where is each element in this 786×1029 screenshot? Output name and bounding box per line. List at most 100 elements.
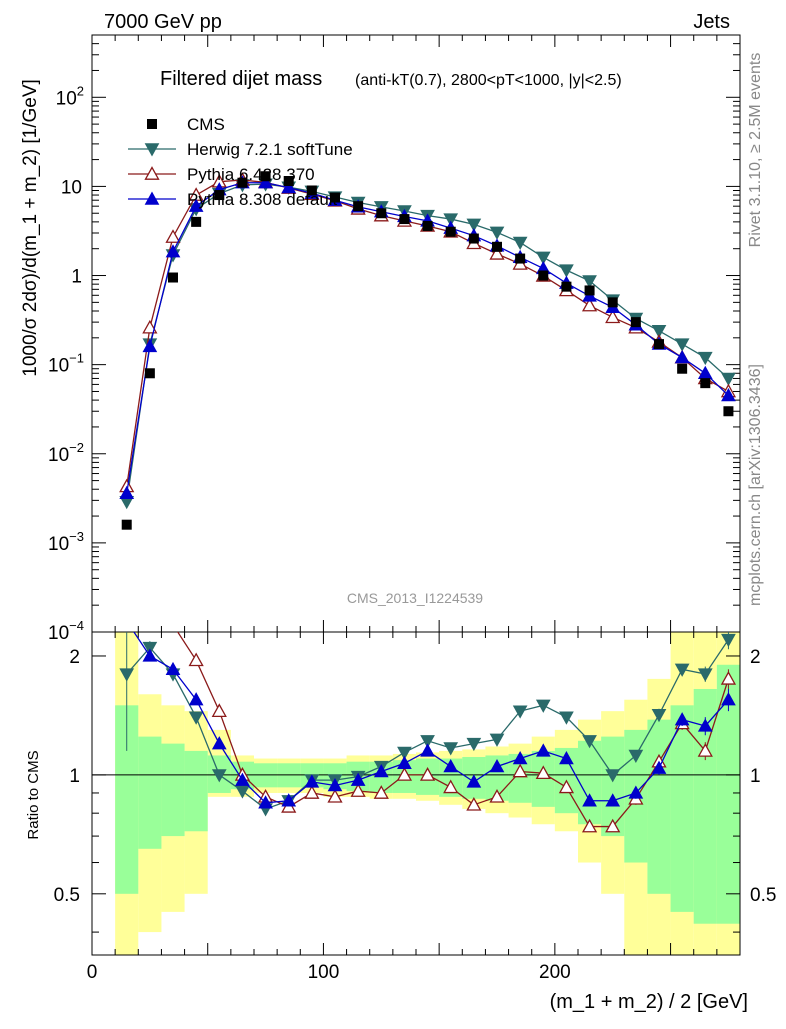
- y-tick-label-base: 10: [48, 356, 69, 377]
- ratio-point: [235, 772, 250, 786]
- series-point: [165, 229, 181, 243]
- x-tick-label: 100: [308, 962, 340, 983]
- series-point: [188, 198, 204, 212]
- series-point: [258, 175, 273, 189]
- cms-data-point: [723, 406, 734, 417]
- legend-label: Pythia 6.428 370: [187, 165, 315, 184]
- ratio-point: [120, 615, 133, 627]
- band-green-bin: [115, 705, 139, 894]
- band-green-bin: [161, 743, 185, 837]
- band-green-bin: [670, 705, 694, 912]
- cms-data-point: [584, 285, 595, 296]
- cms-data-point: [376, 208, 387, 219]
- ratio-tick-label-right: 1: [750, 766, 761, 787]
- y-tick-label: 10−2: [48, 440, 84, 466]
- ratio-point: [167, 618, 180, 630]
- cms-data-point: [121, 519, 132, 530]
- series-point: [674, 338, 690, 352]
- ratio-point: [697, 718, 713, 732]
- y-tick-label-base: 10: [48, 623, 69, 644]
- series-point: [674, 350, 690, 364]
- y-tick-label-exponent: −1: [69, 351, 84, 366]
- band-green-bin: [184, 750, 208, 832]
- ratio-tick-label-right: 2: [750, 647, 761, 668]
- ratio-point: [558, 779, 575, 794]
- y-tick-label: 10: [61, 177, 82, 198]
- text-labels: 7000 GeV pp Jets Rivet 3.1.10, ≥ 2.5M ev…: [20, 11, 764, 1013]
- ratio-point: [281, 793, 297, 807]
- cms-data-point: [630, 317, 641, 328]
- ratio-bands: [115, 632, 740, 955]
- cms-data-point: [168, 272, 178, 283]
- ratio-tick-label: 0.5: [54, 885, 80, 906]
- ratio-point: [120, 604, 133, 616]
- ratio-point: [697, 743, 713, 757]
- ratio-point: [674, 663, 690, 677]
- ratio-point: [419, 767, 436, 781]
- series-point: [466, 218, 482, 232]
- ratio-point: [489, 788, 505, 803]
- ratio-point: [721, 633, 736, 648]
- legend-label: CMS: [187, 115, 225, 134]
- ratio-point: [373, 763, 389, 778]
- x-tick-label: 200: [539, 962, 571, 983]
- series-point: [651, 325, 667, 339]
- ratio-point: [397, 755, 412, 769]
- ratio-point: [721, 692, 736, 706]
- ratio-point: [489, 733, 505, 747]
- band-green-bin: [601, 736, 625, 837]
- legend-marker: [144, 166, 160, 180]
- series-point: [697, 365, 713, 379]
- cms-data-point: [515, 253, 526, 264]
- ratio-point: [350, 783, 366, 797]
- data-points-layer: [121, 171, 734, 530]
- ratio-point: [651, 709, 667, 723]
- chart-title-main: Filtered dijet mass: [160, 68, 322, 90]
- band-green-bin: [439, 758, 463, 797]
- ratio-point: [188, 652, 204, 667]
- y-tick-label-base: 10: [48, 445, 69, 466]
- cms-data-point: [492, 241, 502, 252]
- y-tick-label-base: 10: [56, 88, 77, 109]
- ratio-point: [142, 648, 158, 662]
- band-green-bin: [693, 688, 717, 924]
- cms-data-point: [422, 220, 433, 231]
- x-tick-label: 0: [87, 962, 98, 983]
- ratio-point: [396, 767, 413, 781]
- cms-data-point: [144, 368, 155, 379]
- cms-data-point: [353, 201, 364, 212]
- ratio-point: [581, 818, 598, 833]
- series-point: [559, 264, 574, 278]
- series-point: [582, 275, 597, 289]
- ratio-y-axis-label: Ratio to CMS: [25, 750, 42, 839]
- series-point: [142, 319, 158, 334]
- ratio-point: [512, 705, 528, 719]
- cms-data-point: [330, 192, 340, 203]
- series-point: [281, 180, 297, 194]
- ratio-point: [535, 765, 551, 780]
- analysis-watermark: CMS_2013_I1224539: [347, 590, 483, 606]
- ratio-point: [582, 735, 597, 749]
- ratio-point: [443, 779, 459, 794]
- ratio-point: [605, 769, 621, 783]
- mcplots-label: mcplots.cern.ch [arXiv:1306.3436]: [747, 364, 764, 606]
- series-point: [605, 309, 621, 324]
- cms-data-point: [468, 233, 479, 244]
- series-point: [721, 372, 736, 386]
- legend-marker: [144, 191, 160, 205]
- cms-data-point: [654, 339, 664, 350]
- y-axis-label: 1000/σ 2dσ)/d(m_1 + m_2) [1/GeV]: [20, 79, 41, 377]
- band-green-bin: [138, 736, 162, 849]
- ratio-point: [443, 758, 459, 773]
- y-tick-label: 102: [56, 83, 84, 109]
- ratio-point: [674, 712, 690, 726]
- ratio-tick-label-right: 0.5: [750, 885, 776, 906]
- y-tick-label: 10−1: [48, 351, 84, 377]
- ratio-point: [211, 703, 227, 717]
- ratio-point: [188, 711, 204, 725]
- ratio-point: [466, 774, 482, 788]
- ratio-point: [397, 746, 412, 760]
- band-green-bin: [647, 719, 671, 894]
